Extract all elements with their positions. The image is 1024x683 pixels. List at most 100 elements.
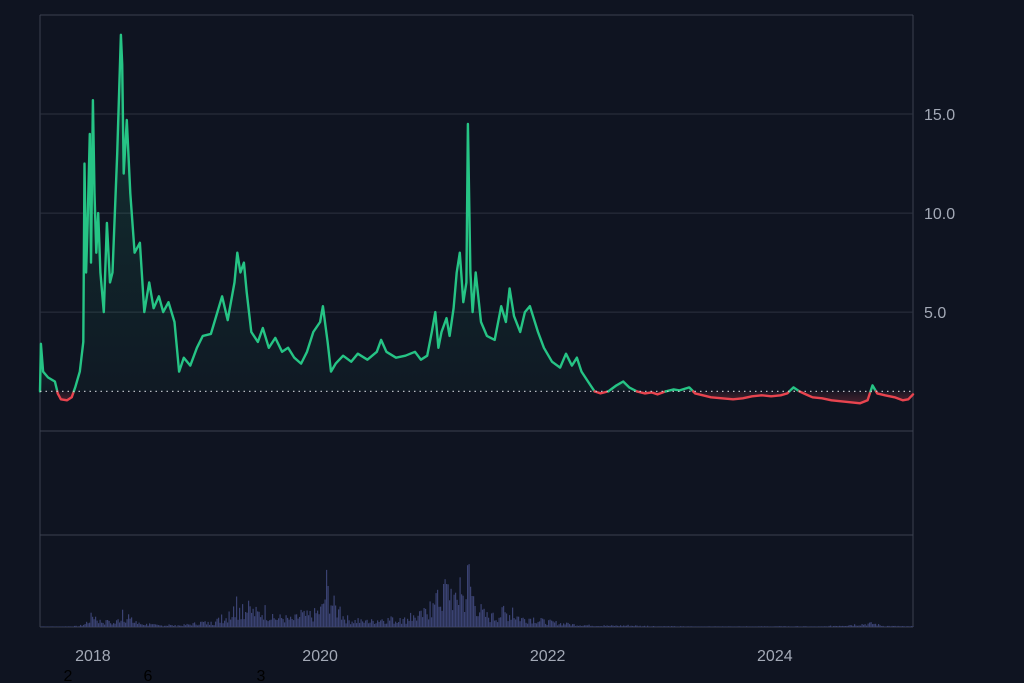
volume-bar	[480, 604, 482, 627]
volume-bar	[726, 626, 728, 627]
volume-bar	[647, 625, 649, 627]
volume-bar	[152, 624, 154, 627]
volume-bar	[399, 618, 401, 627]
volume-bar	[693, 626, 695, 627]
volume-bar	[560, 623, 562, 627]
volume-bar	[200, 621, 202, 627]
volume-bar	[212, 625, 214, 627]
volume-bar	[902, 626, 904, 627]
volume-bar	[410, 612, 412, 627]
price-line-below	[874, 390, 915, 402]
volume-bar	[81, 625, 83, 627]
volume-bar	[486, 612, 488, 627]
volume-bar	[282, 619, 284, 627]
volume-bar	[137, 624, 139, 627]
price-line-above	[72, 33, 596, 393]
volume-bar	[660, 626, 662, 627]
volume-bar	[482, 609, 484, 627]
volume-bar	[354, 620, 356, 627]
volume-bar	[671, 626, 673, 627]
volume-bar	[696, 626, 698, 627]
volume-bar	[672, 626, 674, 627]
volume-bar	[174, 625, 176, 627]
volume-bar	[506, 613, 508, 627]
volume-bar	[48, 626, 50, 627]
volume-bar	[68, 626, 70, 627]
volume-bar	[290, 616, 292, 627]
volume-bar	[899, 626, 901, 627]
volume-bar	[890, 626, 892, 627]
volume-bar	[573, 624, 575, 627]
volume-bar	[465, 599, 467, 627]
volume-bar	[180, 625, 182, 627]
volume-bar	[855, 625, 857, 627]
volume-bar	[687, 626, 689, 627]
volume-bar	[243, 619, 245, 627]
volume-bar	[534, 623, 536, 627]
stray-label: 6	[144, 668, 153, 683]
volume-bar	[45, 626, 47, 627]
volume-bar	[284, 622, 286, 627]
price-line-above	[869, 384, 878, 393]
volume-bar	[492, 612, 494, 627]
volume-bar	[494, 620, 496, 627]
stray-label: 2	[64, 668, 73, 683]
volume-bar	[602, 626, 604, 627]
volume-bar	[459, 577, 461, 627]
volume-bar	[158, 625, 160, 627]
volume-bar	[804, 626, 806, 627]
volume-bar	[305, 615, 307, 627]
volume-bar	[176, 626, 178, 627]
volume-bar	[273, 618, 275, 627]
volume-bar	[476, 616, 478, 627]
volume-bar	[746, 626, 748, 627]
volume-bar	[248, 600, 250, 627]
volume-bar	[819, 626, 821, 627]
volume-bar	[155, 624, 157, 627]
volume-bar	[737, 626, 739, 627]
volume-bar	[77, 626, 79, 627]
volume-bar	[590, 626, 592, 627]
volume-bar	[203, 622, 205, 627]
volume-bar	[603, 625, 605, 627]
volume-bar	[446, 584, 448, 627]
volume-bar	[689, 626, 691, 627]
volume-bar	[570, 625, 572, 627]
volume-bar	[264, 605, 266, 627]
volume-bar	[839, 625, 841, 627]
volume-bar	[710, 626, 712, 627]
volume-bar	[717, 626, 719, 627]
volume-bar	[776, 626, 778, 627]
volume-bar	[578, 625, 580, 627]
volume-bar	[452, 610, 454, 627]
volume-bar	[639, 625, 641, 627]
volume-bar	[363, 622, 365, 627]
volume-bar	[54, 626, 56, 627]
volume-bar	[329, 613, 331, 627]
volume-bar	[885, 626, 887, 627]
volume-bar	[315, 613, 317, 627]
volume-bar	[644, 625, 646, 627]
volume-bar	[567, 622, 569, 627]
volume-bar	[767, 626, 769, 627]
volume-bar	[783, 626, 785, 627]
volume-bar	[228, 611, 230, 627]
volume-bar	[317, 610, 319, 627]
volume-bar	[123, 621, 125, 627]
volume-bar	[407, 618, 409, 627]
volume-bar	[674, 626, 676, 627]
volume-bar	[866, 625, 868, 627]
volume-bar	[122, 609, 124, 627]
volume-bar	[669, 626, 671, 627]
volume-bar	[854, 624, 856, 627]
volume-bar	[414, 617, 416, 627]
volume-bar	[126, 619, 128, 627]
volume-bar	[419, 611, 421, 627]
volume-bar	[765, 626, 767, 627]
volume-bar	[642, 626, 644, 627]
volume-bar	[491, 613, 493, 627]
volume-bar	[900, 626, 902, 627]
volume-bar	[650, 626, 652, 627]
volume-bar	[236, 596, 238, 627]
